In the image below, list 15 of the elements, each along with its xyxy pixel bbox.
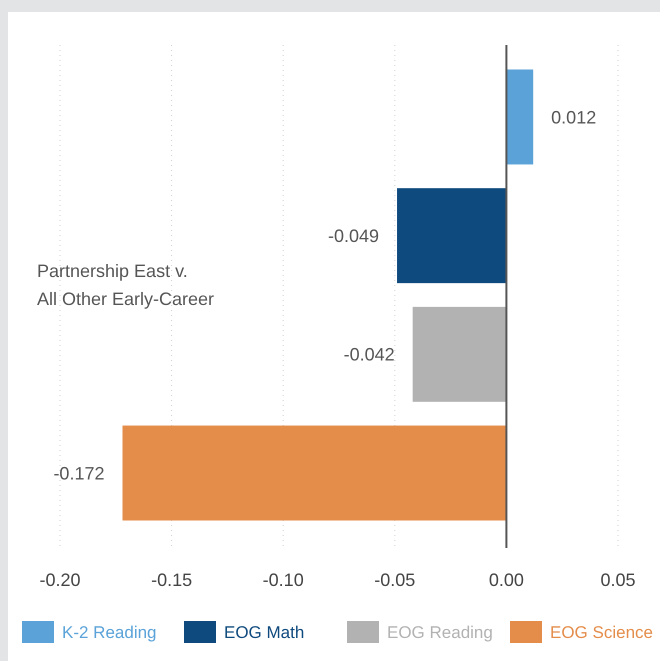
x-tick-label: -0.15 [151, 570, 192, 590]
data-label: -0.172 [53, 463, 104, 484]
data-label: -0.049 [328, 226, 380, 246]
x-tick-label: -0.10 [262, 570, 304, 590]
x-tick-label: -0.20 [39, 570, 81, 590]
x-tick-label: -0.05 [374, 570, 416, 590]
data-label: -0.042 [344, 344, 395, 365]
x-tick-label: 0.00 [488, 570, 524, 590]
x-tick-label: 0.05 [600, 570, 636, 590]
legend-label: EOG Science [550, 622, 653, 642]
legend-label: EOG Reading [387, 622, 493, 642]
legend-label: K-2 Reading [62, 622, 157, 642]
data-label: 0.012 [551, 107, 596, 128]
legend-label: EOG Math [224, 622, 304, 642]
y-tick-label: Partnership East v. All Other Early-Career [37, 261, 214, 309]
